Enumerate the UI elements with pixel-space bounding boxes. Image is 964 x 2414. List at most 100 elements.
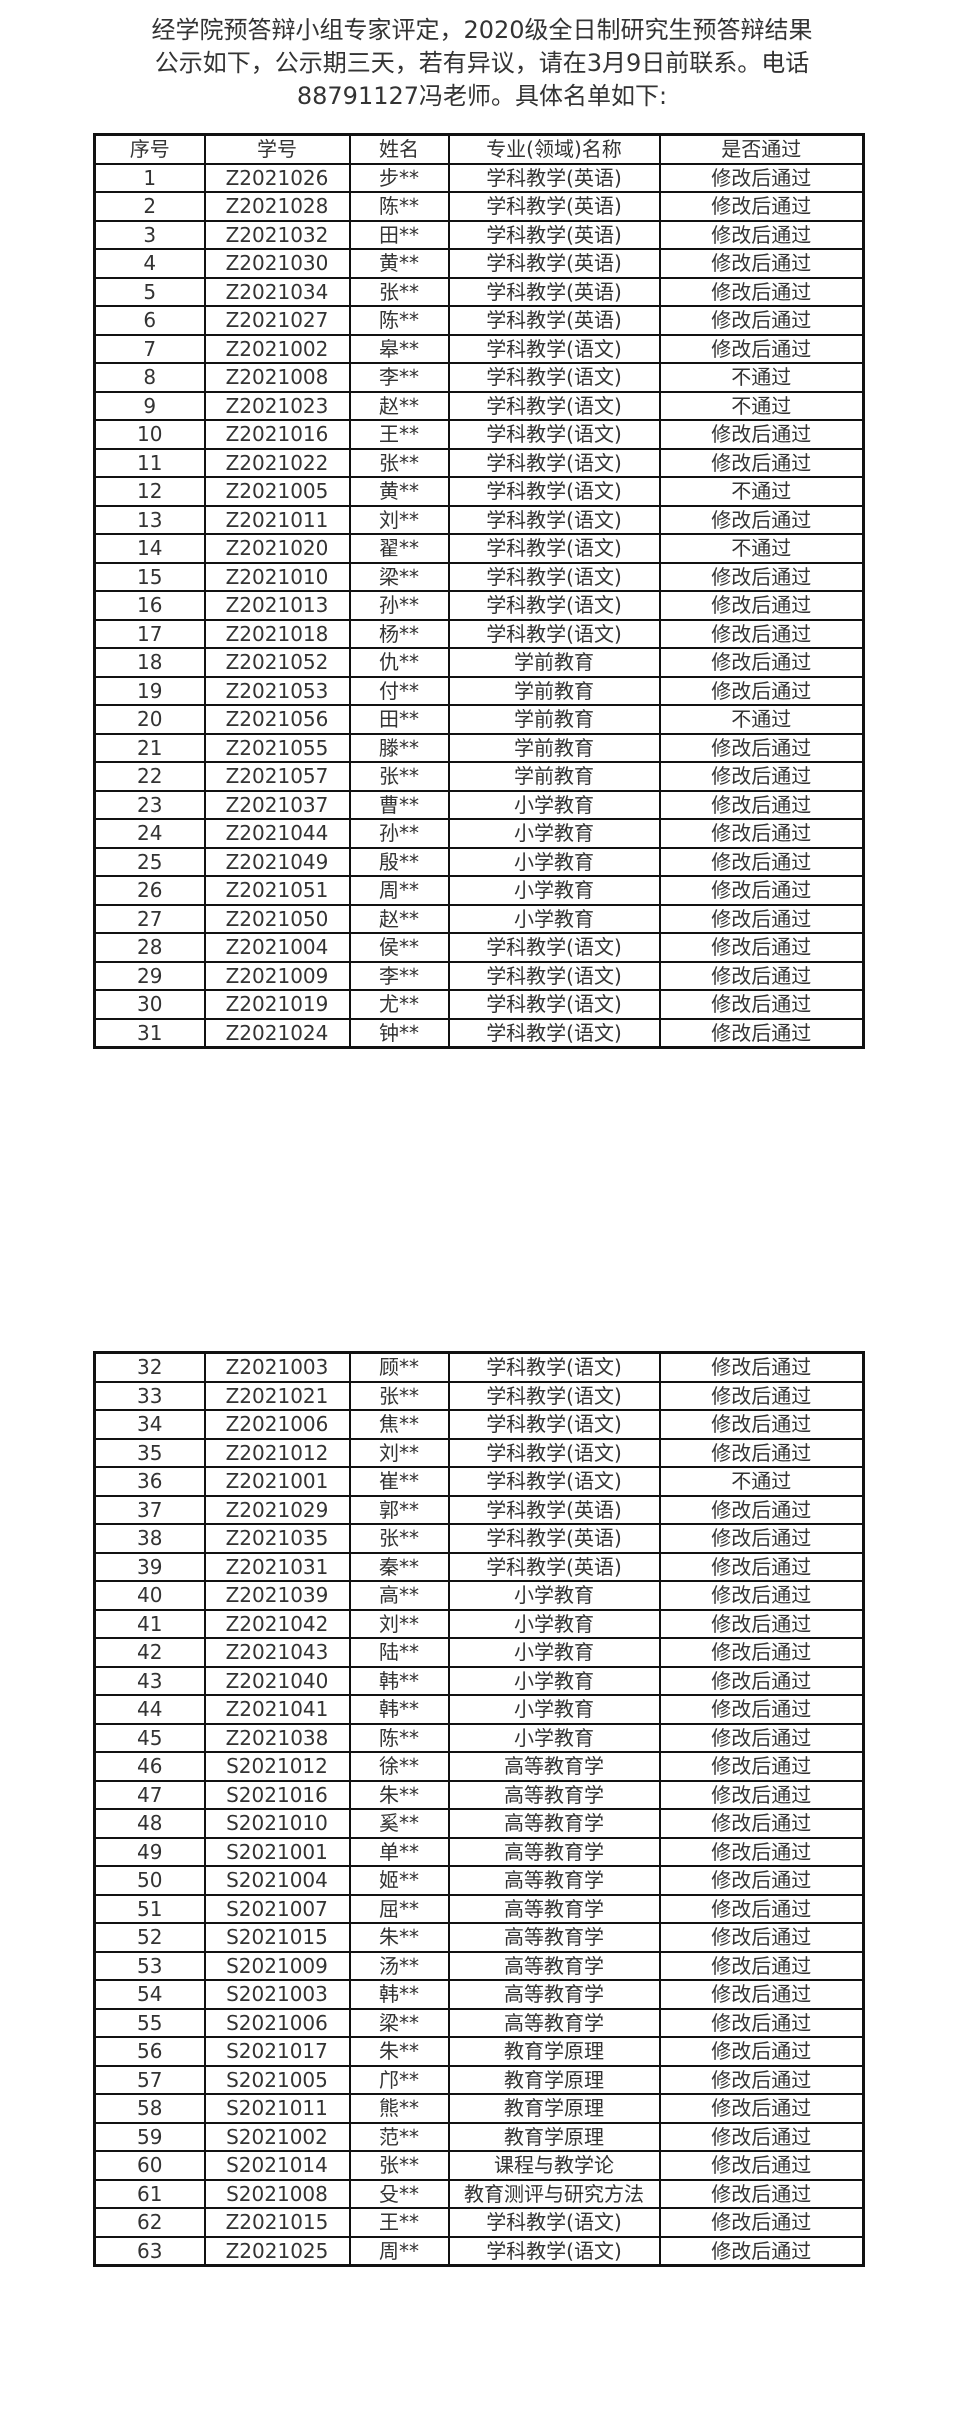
- cell-name: 郭**: [348, 1494, 450, 1525]
- cell-result: 不通过: [658, 476, 865, 507]
- cell-name: 奚**: [348, 1808, 450, 1839]
- cell-index: 60: [93, 2150, 206, 2181]
- cell-result: 修改后通过: [658, 1779, 865, 1810]
- cell-student-id: S2021002: [203, 2121, 351, 2152]
- cell-major: 学科教学(语文): [447, 1466, 661, 1497]
- cell-major: 学科教学(语文): [447, 618, 661, 649]
- cell-major: 学科教学(英语): [447, 305, 661, 336]
- cell-student-id: Z2021031: [203, 1551, 351, 1582]
- table-row: 5 Z2021034 张** 学科教学(英语) 修改后通过: [93, 276, 865, 307]
- cell-result: 修改后通过: [658, 162, 865, 193]
- cell-major: 学科教学(语文): [447, 504, 661, 535]
- cell-major: 学科教学(语文): [447, 333, 661, 364]
- cell-major: 教育学原理: [447, 2093, 661, 2124]
- cell-name: 韩**: [348, 1665, 450, 1696]
- cell-student-id: Z2021027: [203, 305, 351, 336]
- cell-result: 修改后通过: [658, 1017, 865, 1049]
- cell-name: 张**: [348, 1523, 450, 1554]
- table-row: 55 S2021006 梁** 高等教育学 修改后通过: [93, 2007, 865, 2038]
- table-row: 20 Z2021056 田** 学前教育 不通过: [93, 704, 865, 735]
- cell-result: 修改后通过: [658, 1380, 865, 1411]
- table-row: 12 Z2021005 黄** 学科教学(语文) 不通过: [93, 476, 865, 507]
- cell-name: 侯**: [348, 932, 450, 963]
- table-row: 3 Z2021032 田** 学科教学(英语) 修改后通过: [93, 219, 865, 250]
- cell-name: 韩**: [348, 1979, 450, 2010]
- cell-index: 27: [93, 903, 206, 934]
- table-row: 47 S2021016 朱** 高等教育学 修改后通过: [93, 1779, 865, 1810]
- cell-index: 19: [93, 675, 206, 706]
- cell-result: 修改后通过: [658, 2150, 865, 2181]
- table-row: 60 S2021014 张** 课程与教学论 修改后通过: [93, 2150, 865, 2181]
- cell-name: 陈**: [348, 305, 450, 336]
- table-row: 54 S2021003 韩** 高等教育学 修改后通过: [93, 1979, 865, 2010]
- cell-result: 修改后通过: [658, 333, 865, 364]
- cell-name: 张**: [348, 761, 450, 792]
- cell-major: 学科教学(英语): [447, 162, 661, 193]
- cell-result: 修改后通过: [658, 590, 865, 621]
- cell-student-id: Z2021042: [203, 1608, 351, 1639]
- cell-major: 学科教学(语文): [447, 1351, 661, 1383]
- cell-name: 孙**: [348, 590, 450, 621]
- table-row: 24 Z2021044 孙** 小学教育 修改后通过: [93, 818, 865, 849]
- cell-student-id: Z2021052: [203, 647, 351, 678]
- cell-student-id: S2021015: [203, 1922, 351, 1953]
- cell-index: 22: [93, 761, 206, 792]
- cell-name: 陈**: [348, 191, 450, 222]
- cell-name: 刘**: [348, 1437, 450, 1468]
- cell-major: 高等教育学: [447, 1779, 661, 1810]
- table-row: 26 Z2021051 周** 小学教育 修改后通过: [93, 875, 865, 906]
- notice-line-1: 经学院预答辩小组专家评定，2020级全日制研究生预答辩结果: [151, 16, 813, 44]
- cell-index: 42: [93, 1637, 206, 1668]
- table-row: 19 Z2021053 付** 学前教育 修改后通过: [93, 675, 865, 706]
- cell-result: 修改后通过: [658, 618, 865, 649]
- table-row: 6 Z2021027 陈** 学科教学(英语) 修改后通过: [93, 305, 865, 336]
- table-row: 18 Z2021052 仇** 学前教育 修改后通过: [93, 647, 865, 678]
- cell-result: 修改后通过: [658, 1808, 865, 1839]
- cell-result: 修改后通过: [658, 789, 865, 820]
- cell-result: 修改后通过: [658, 191, 865, 222]
- cell-major: 学前教育: [447, 675, 661, 706]
- cell-index: 49: [93, 1836, 206, 1867]
- cell-index: 20: [93, 704, 206, 735]
- cell-index: 17: [93, 618, 206, 649]
- cell-student-id: Z2021044: [203, 818, 351, 849]
- cell-name: 焦**: [348, 1409, 450, 1440]
- table-row: 59 S2021002 范** 教育学原理 修改后通过: [93, 2121, 865, 2152]
- cell-student-id: Z2021009: [203, 960, 351, 991]
- table-row: 48 S2021010 奚** 高等教育学 修改后通过: [93, 1808, 865, 1839]
- cell-student-id: S2021010: [203, 1808, 351, 1839]
- cell-student-id: S2021007: [203, 1893, 351, 1924]
- cell-index: 24: [93, 818, 206, 849]
- cell-index: 34: [93, 1409, 206, 1440]
- cell-major: 教育测评与研究方法: [447, 2178, 661, 2209]
- cell-name: 翟**: [348, 533, 450, 564]
- cell-index: 35: [93, 1437, 206, 1468]
- cell-major: 学前教育: [447, 732, 661, 763]
- header-result: 是否通过: [658, 133, 865, 165]
- cell-index: 13: [93, 504, 206, 535]
- cell-student-id: S2021005: [203, 2064, 351, 2095]
- table-row: 39 Z2021031 秦** 学科教学(英语) 修改后通过: [93, 1551, 865, 1582]
- cell-student-id: Z2021034: [203, 276, 351, 307]
- cell-student-id: Z2021001: [203, 1466, 351, 1497]
- cell-result: 修改后通过: [658, 419, 865, 450]
- cell-index: 6: [93, 305, 206, 336]
- cell-student-id: Z2021015: [203, 2207, 351, 2238]
- cell-index: 31: [93, 1017, 206, 1049]
- cell-result: 修改后通过: [658, 846, 865, 877]
- cell-index: 41: [93, 1608, 206, 1639]
- cell-student-id: S2021012: [203, 1751, 351, 1782]
- cell-name: 秦**: [348, 1551, 450, 1582]
- cell-result: 修改后通过: [658, 932, 865, 963]
- cell-result: 不通过: [658, 362, 865, 393]
- cell-major: 学科教学(语文): [447, 932, 661, 963]
- cell-name: 田**: [348, 704, 450, 735]
- table-row: 10 Z2021016 王** 学科教学(语文) 修改后通过: [93, 419, 865, 450]
- table-row: 31 Z2021024 钟** 学科教学(语文) 修改后通过: [93, 1017, 865, 1049]
- cell-name: 张**: [348, 1380, 450, 1411]
- table-row: 16 Z2021013 孙** 学科教学(语文) 修改后通过: [93, 590, 865, 621]
- cell-index: 18: [93, 647, 206, 678]
- table-row: 21 Z2021055 滕** 学前教育 修改后通过: [93, 732, 865, 763]
- table-row: 36 Z2021001 崔** 学科教学(语文) 不通过: [93, 1466, 865, 1497]
- cell-student-id: S2021017: [203, 2036, 351, 2067]
